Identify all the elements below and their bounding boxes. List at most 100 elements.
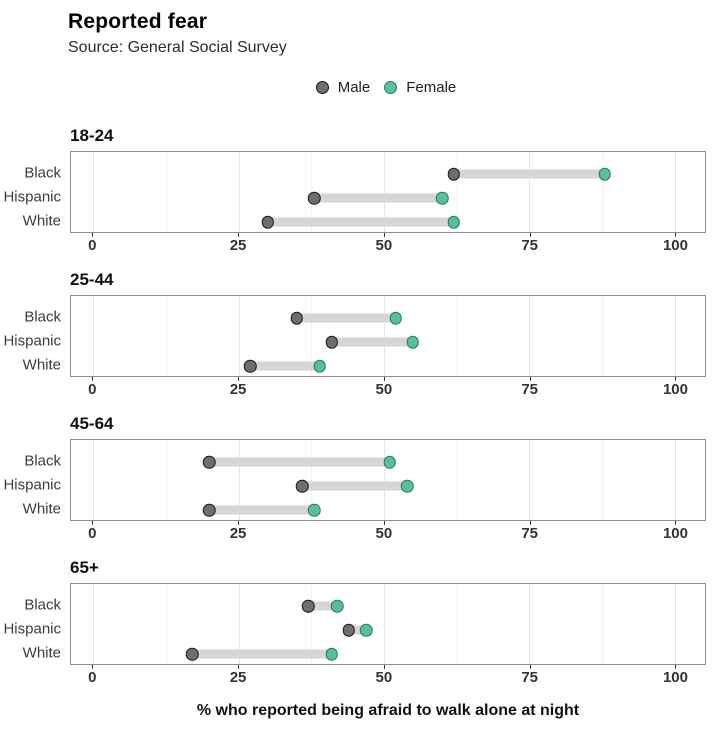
female-dot	[406, 335, 420, 349]
minor-gridline	[601, 296, 603, 376]
minor-gridline	[456, 584, 458, 664]
plot-row: Black Hispanic White	[0, 439, 706, 521]
connector-bar	[296, 313, 396, 323]
y-axis-label: White	[22, 500, 61, 518]
x-tick-label: 25	[229, 669, 247, 686]
plot-row: Black Hispanic White	[0, 151, 706, 233]
x-tick-mark	[383, 377, 385, 381]
x-tick-mark	[383, 233, 385, 237]
major-gridline	[238, 584, 240, 664]
y-axis-label: Hispanic	[3, 332, 61, 350]
facet-label: 45-64	[70, 414, 114, 433]
male-dot-icon	[315, 81, 329, 94]
facet-18-24: 18-24 Black Hispanic White 0 25 50 75 100	[0, 126, 706, 257]
male-dot	[307, 191, 321, 205]
facet-45-64: 45-64 Black Hispanic White 0 25 50 75 100	[0, 414, 706, 545]
legend-label-female: Female	[406, 79, 457, 96]
legend-item-male: Male	[315, 79, 371, 96]
x-tick-label: 50	[375, 237, 393, 254]
legend: Male Female	[66, 79, 706, 96]
x-tick-mark	[675, 521, 677, 525]
x-tick-mark	[529, 377, 531, 381]
panel	[70, 295, 706, 377]
y-axis-label: Black	[24, 452, 61, 470]
major-gridline	[93, 152, 95, 232]
connector-bar	[250, 361, 320, 371]
x-axis: 0 25 50 75 100	[70, 665, 706, 689]
female-dot	[307, 503, 321, 517]
major-gridline	[93, 296, 95, 376]
female-dot	[400, 479, 414, 493]
male-dot	[447, 167, 460, 181]
x-tick-label: 0	[88, 237, 97, 254]
y-axis-label: Hispanic	[3, 620, 61, 638]
minor-gridline	[165, 440, 167, 520]
y-axis-label: Hispanic	[3, 188, 61, 206]
x-tick-label: 75	[521, 381, 538, 398]
x-tick-label: 0	[88, 669, 97, 686]
female-dot	[598, 167, 612, 181]
minor-gridline	[456, 440, 458, 520]
male-dot	[261, 215, 274, 229]
y-axis-label: Black	[24, 164, 61, 182]
female-dot	[435, 191, 449, 205]
minor-gridline	[311, 296, 313, 376]
major-gridline	[674, 296, 676, 376]
minor-gridline	[311, 440, 313, 520]
x-axis-title: % who reported being afraid to walk alon…	[196, 702, 580, 719]
x-tick-mark	[529, 665, 531, 669]
x-tick-label: 50	[375, 669, 393, 686]
x-tick-mark	[238, 521, 240, 525]
x-tick-label: 75	[521, 237, 538, 254]
x-tick-label: 100	[662, 237, 688, 254]
x-axis: 0 25 50 75 100	[70, 233, 706, 257]
chart-title: Reported fear	[68, 10, 208, 33]
female-dot	[389, 311, 402, 325]
x-tick-label: 0	[88, 525, 97, 542]
legend-label-male: Male	[337, 79, 371, 96]
x-tick-label: 25	[229, 237, 247, 254]
connector-bar	[348, 625, 367, 635]
x-tick-mark	[675, 233, 677, 237]
x-axis: 0 25 50 75 100	[70, 377, 706, 401]
x-tick-mark	[383, 521, 385, 525]
major-gridline	[529, 296, 531, 376]
connector-bar	[192, 649, 332, 659]
panel	[70, 151, 706, 233]
female-dot-icon	[384, 81, 398, 94]
x-tick-label: 75	[521, 669, 538, 686]
legend-item-female: Female	[384, 79, 456, 96]
minor-gridline	[165, 152, 167, 232]
minor-gridline	[311, 584, 313, 664]
x-tick-label: 25	[229, 381, 247, 398]
y-axis-label: White	[22, 356, 61, 374]
plot-row: Black Hispanic White	[0, 295, 706, 377]
x-tick-mark	[529, 233, 531, 237]
male-dot	[185, 647, 199, 661]
major-gridline	[674, 584, 676, 664]
connector-bar	[331, 337, 413, 347]
female-dot	[313, 359, 327, 373]
y-axis-labels: Black Hispanic White	[0, 583, 70, 665]
x-tick-mark	[92, 233, 94, 237]
x-tick-label: 75	[521, 525, 538, 542]
y-axis-label: White	[22, 212, 61, 230]
connector-bar	[314, 193, 442, 203]
female-dot	[447, 215, 460, 229]
major-gridline	[529, 152, 531, 232]
major-gridline	[93, 440, 95, 520]
male-dot	[203, 455, 216, 469]
y-axis-label: Black	[24, 596, 61, 614]
x-tick-label: 100	[662, 381, 688, 398]
y-axis-label: Hispanic	[3, 476, 61, 494]
chart-subtitle: Source: General Social Survey	[68, 39, 287, 56]
connector-bar	[267, 217, 454, 227]
facet-25-44: 25-44 Black Hispanic White 0 25 50 75 100	[0, 270, 706, 401]
x-tick-mark	[675, 665, 677, 669]
x-tick-mark	[529, 521, 531, 525]
facet-label: 18-24	[70, 126, 114, 145]
facet-65+: 65+ Black Hispanic White 0 25 50 75 100	[0, 558, 706, 689]
facet-label: 65+	[70, 558, 99, 577]
x-tick-mark	[238, 233, 240, 237]
minor-gridline	[456, 152, 458, 232]
